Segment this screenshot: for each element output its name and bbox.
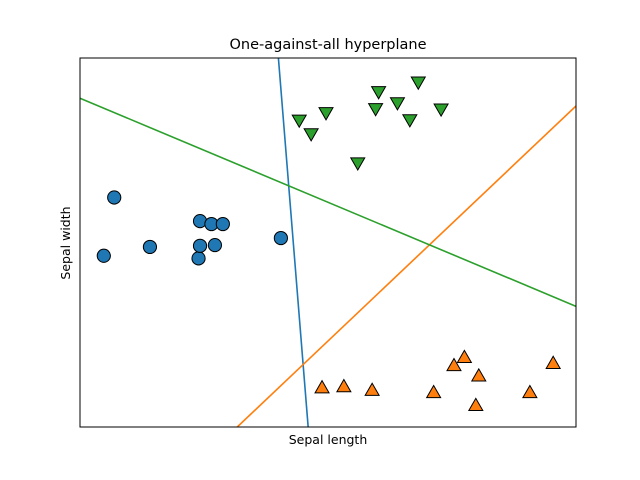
- data-point-circle-10: [273, 230, 288, 246]
- data-point-triangle-up-4: [425, 384, 442, 399]
- data-point-triangle-up-10: [545, 355, 562, 369]
- data-point-triangle-down-6: [370, 86, 387, 100]
- data-point-circle-3: [142, 239, 158, 255]
- data-point-triangle-up-7: [467, 397, 484, 412]
- data-point-triangle-down-5: [367, 103, 384, 117]
- data-point-triangle-down-8: [401, 114, 418, 128]
- axes-frame: [79, 57, 577, 428]
- data-point-circle-9: [215, 216, 230, 232]
- hyperplane-line-2: [236, 105, 576, 427]
- data-point-circle-1: [96, 248, 111, 263]
- data-point-circle-4: [191, 251, 206, 266]
- chart-title: One-against-all hyperplane: [229, 37, 426, 53]
- data-point-triangle-down-7: [389, 97, 406, 111]
- data-point-triangle-up-9: [522, 384, 538, 399]
- data-point-triangle-up-1: [314, 379, 330, 394]
- data-point-triangle-up-6: [456, 349, 473, 364]
- data-point-triangle-up-3: [364, 382, 381, 396]
- data-point-triangle-down-4: [349, 157, 366, 172]
- data-point-circle-8: [207, 237, 223, 253]
- series-circle: [96, 190, 288, 266]
- data-point-triangle-down-1: [291, 114, 308, 129]
- data-point-circle-5: [192, 238, 208, 253]
- hyperplane-lines: [80, 58, 576, 427]
- series-triangle-down: [291, 76, 449, 172]
- data-point-triangle-up-2: [336, 378, 352, 393]
- plot-area: [80, 58, 576, 427]
- y-axis-label: Sepal width: [58, 206, 73, 279]
- data-point-triangle-down-10: [433, 103, 449, 118]
- data-point-triangle-up-8: [470, 367, 487, 382]
- series-triangle-up: [314, 349, 562, 412]
- data-point-circle-2: [107, 190, 122, 205]
- data-point-triangle-up-5: [446, 357, 462, 372]
- x-axis-label: Sepal length: [289, 432, 368, 447]
- hyperplane-line-3: [80, 97, 576, 308]
- data-point-triangle-down-3: [318, 107, 334, 121]
- data-point-triangle-down-2: [303, 128, 319, 142]
- data-point-triangle-down-9: [410, 76, 427, 91]
